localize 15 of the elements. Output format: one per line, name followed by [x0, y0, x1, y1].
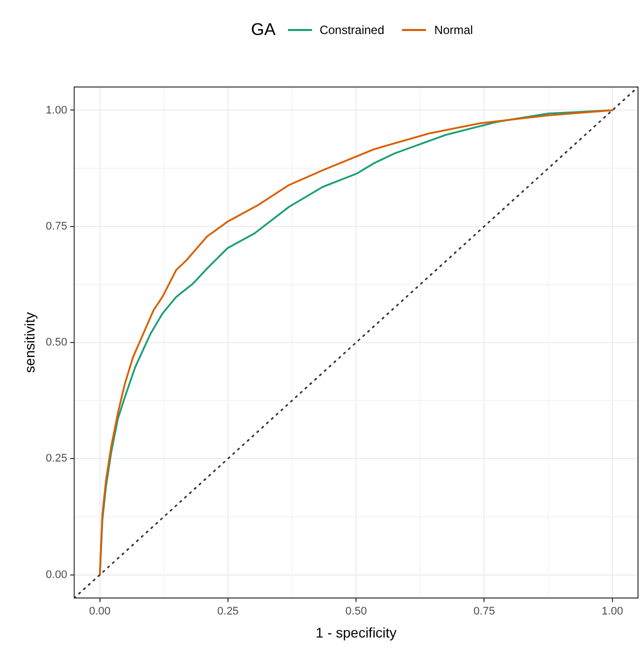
y-tick-label: 0.25	[46, 452, 68, 465]
x-tick-label: 0.25	[217, 606, 239, 618]
x-tick-label: 0.50	[345, 606, 367, 618]
y-tick-label: 0.00	[46, 568, 68, 581]
x-tick-label: 0.00	[89, 606, 111, 618]
legend-label: Constrained	[320, 23, 384, 37]
y-tick-label: 1.00	[46, 104, 68, 116]
y-tick-label: 0.50	[46, 336, 68, 349]
y-tick-label: 0.75	[46, 220, 68, 232]
x-axis-title: 1 - specificity	[316, 624, 397, 640]
legend-label: Normal	[434, 23, 473, 37]
x-tick-label: 0.75	[474, 606, 495, 618]
y-axis-title: sensitivity	[21, 312, 38, 373]
x-tick-label: 1.00	[602, 606, 624, 618]
legend-title: GA	[251, 20, 276, 40]
